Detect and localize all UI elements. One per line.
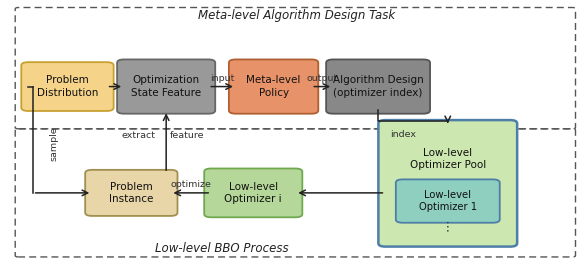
Text: output: output	[306, 74, 338, 83]
Text: input: input	[210, 74, 234, 83]
FancyBboxPatch shape	[85, 170, 178, 216]
Text: Problem
Distribution: Problem Distribution	[37, 75, 98, 98]
FancyBboxPatch shape	[396, 179, 500, 223]
Text: Low-level
Optimizer i: Low-level Optimizer i	[225, 182, 282, 204]
Text: Optimization
State Feature: Optimization State Feature	[131, 75, 201, 98]
FancyBboxPatch shape	[326, 59, 430, 114]
Text: extract: extract	[121, 131, 155, 140]
Text: Problem
Instance: Problem Instance	[109, 182, 154, 204]
Text: ⋯: ⋯	[441, 219, 455, 231]
FancyBboxPatch shape	[204, 169, 302, 217]
Text: sample: sample	[49, 127, 59, 161]
Text: feature: feature	[170, 131, 205, 140]
Text: index: index	[390, 130, 416, 139]
FancyBboxPatch shape	[229, 59, 318, 114]
FancyBboxPatch shape	[22, 62, 113, 111]
Text: Low-level
Optimizer Pool: Low-level Optimizer Pool	[410, 148, 486, 170]
Text: optimize: optimize	[171, 180, 212, 189]
Text: Low-level
Optimizer 1: Low-level Optimizer 1	[418, 190, 477, 212]
FancyBboxPatch shape	[378, 120, 517, 247]
FancyBboxPatch shape	[117, 59, 215, 114]
Text: Meta-level Algorithm Design Task: Meta-level Algorithm Design Task	[198, 9, 395, 22]
Text: Meta-level
Policy: Meta-level Policy	[246, 75, 301, 98]
Text: Low-level BBO Process: Low-level BBO Process	[154, 242, 288, 255]
Text: Algorithm Design
(optimizer index): Algorithm Design (optimizer index)	[333, 75, 424, 98]
